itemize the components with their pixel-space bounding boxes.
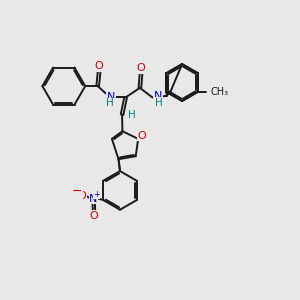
Text: N: N [154,91,162,101]
Text: N: N [106,92,115,102]
Text: CH₃: CH₃ [211,87,229,97]
Text: H: H [128,110,136,120]
Text: N: N [89,194,98,204]
Text: +: + [93,190,100,199]
Text: O: O [137,63,146,73]
Text: −: − [72,185,83,198]
Text: H: H [155,98,163,108]
Text: O: O [90,211,98,221]
Text: O: O [78,190,86,201]
Text: O: O [137,131,146,141]
Text: O: O [95,61,103,71]
Text: H: H [106,98,114,108]
